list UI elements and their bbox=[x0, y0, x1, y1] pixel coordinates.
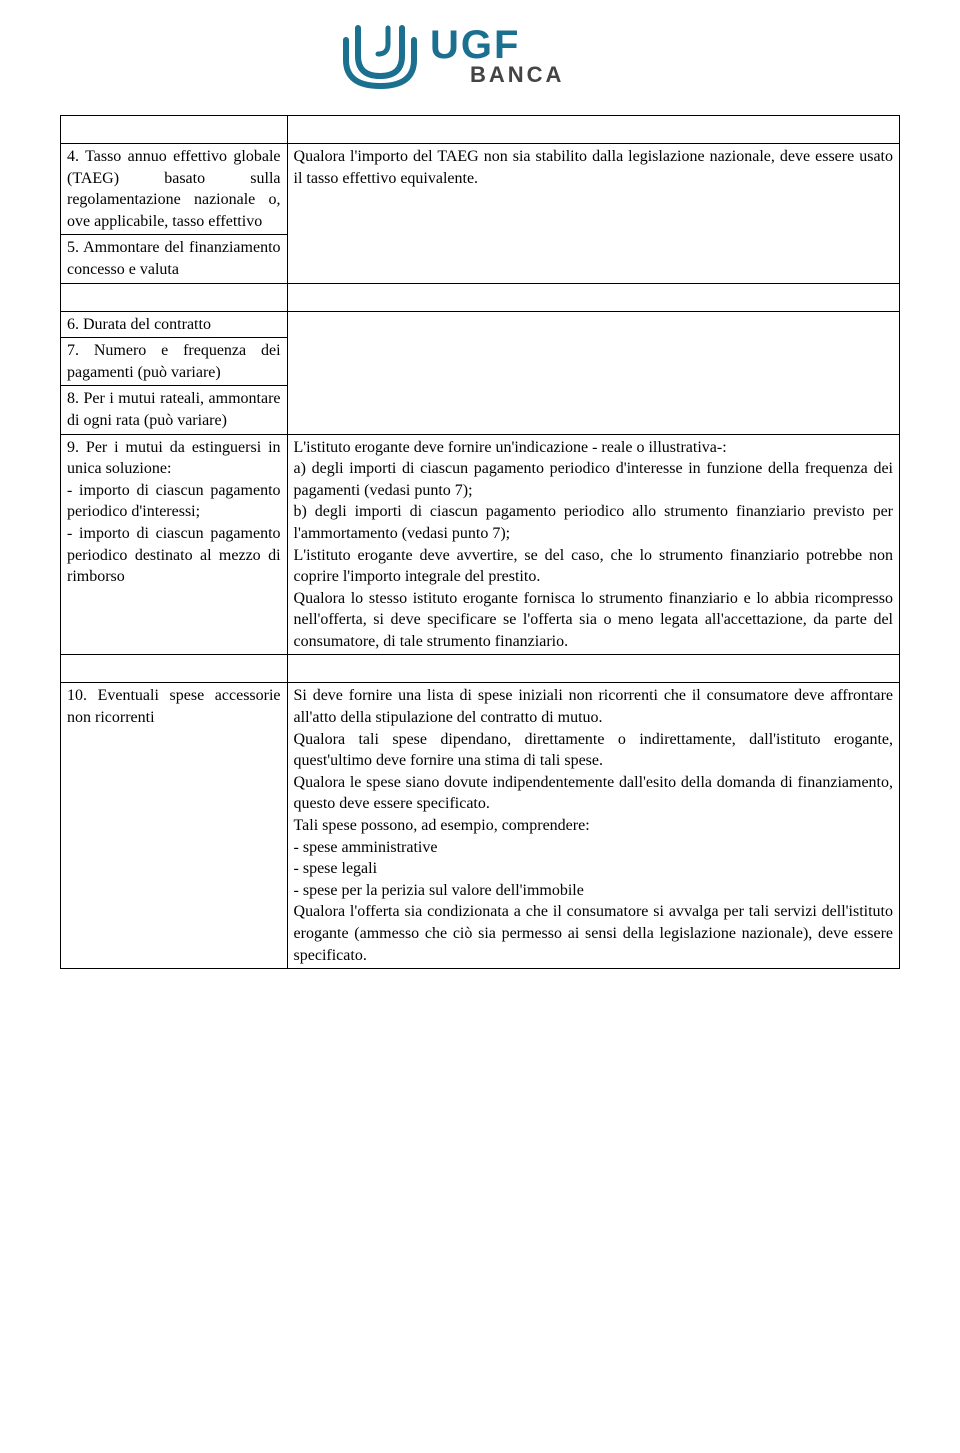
table-row: 4. Tasso annuo effettivo globale (TAEG) … bbox=[61, 144, 900, 235]
table-row bbox=[61, 655, 900, 683]
cell-6-left: 6. Durata del contratto bbox=[61, 311, 288, 338]
cell-empty-right bbox=[287, 283, 899, 311]
cell-empty-left bbox=[61, 116, 288, 144]
table-row: 9. Per i mutui da estinguersi in unica s… bbox=[61, 434, 900, 655]
document-table: 4. Tasso annuo effettivo globale (TAEG) … bbox=[60, 115, 900, 969]
table-row bbox=[61, 116, 900, 144]
cell-empty-right bbox=[287, 116, 899, 144]
cell-4-right: Qualora l'importo del TAEG non sia stabi… bbox=[287, 144, 899, 284]
cell-9-left: 9. Per i mutui da estinguersi in unica s… bbox=[61, 434, 288, 655]
svg-text:BANCA: BANCA bbox=[470, 62, 564, 87]
table-row bbox=[61, 283, 900, 311]
cell-8-left: 8. Per i mutui rateali, ammontare di ogn… bbox=[61, 386, 288, 434]
cell-9-right: L'istituto erogante deve fornire un'indi… bbox=[287, 434, 899, 655]
cell-10-right: Si deve fornire una lista di spese inizi… bbox=[287, 683, 899, 969]
table-row: 10. Eventuali spese accessorie non ricor… bbox=[61, 683, 900, 969]
cell-5-left: 5. Ammontare del finanziamento concesso … bbox=[61, 235, 288, 283]
cell-4-left: 4. Tasso annuo effettivo globale (TAEG) … bbox=[61, 144, 288, 235]
cell-empty-left bbox=[61, 283, 288, 311]
cell-empty-left bbox=[61, 655, 288, 683]
cell-6-8-right bbox=[287, 311, 899, 434]
cell-7-left: 7. Numero e frequenza dei pagamenti (può… bbox=[61, 338, 288, 386]
cell-10-left: 10. Eventuali spese accessorie non ricor… bbox=[61, 683, 288, 969]
logo: UGF BANCA bbox=[60, 20, 900, 97]
table-row: 6. Durata del contratto bbox=[61, 311, 900, 338]
svg-text:UGF: UGF bbox=[430, 23, 520, 67]
cell-empty-right bbox=[287, 655, 899, 683]
